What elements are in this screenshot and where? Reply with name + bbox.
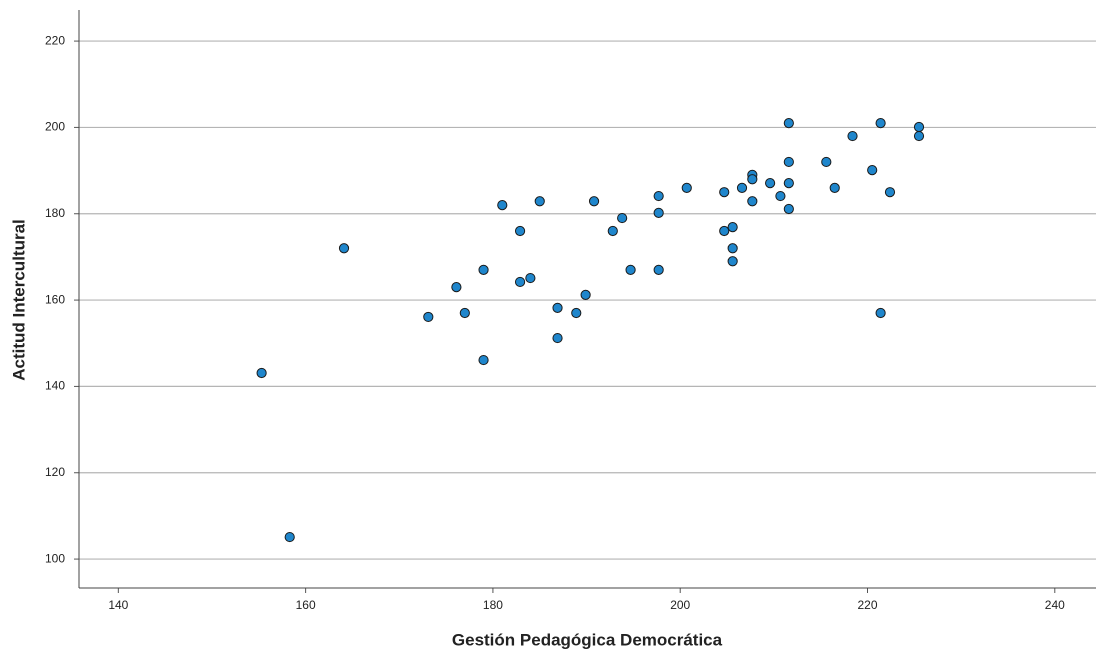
x-tick-label: 200: [670, 598, 690, 612]
point: [783, 203, 794, 215]
point: [256, 367, 267, 379]
point: [497, 200, 508, 211]
point: [775, 190, 786, 202]
point: [727, 222, 738, 233]
point: [588, 196, 600, 207]
y-axis-title: Actitud Intercultural: [9, 219, 28, 381]
point: [747, 196, 758, 207]
point: [884, 187, 896, 198]
y-tick-label: 100: [45, 551, 65, 565]
y-tick-label: 120: [45, 465, 65, 479]
point: [552, 332, 563, 344]
point: [783, 117, 794, 129]
y-tick-label: 160: [45, 292, 65, 306]
x-tick-label: 220: [857, 598, 877, 612]
y-tick-label: 200: [45, 120, 65, 134]
point: [625, 264, 636, 275]
point: [514, 225, 526, 237]
point: [423, 311, 434, 323]
point: [478, 264, 489, 275]
point: [821, 156, 832, 168]
point: [571, 307, 582, 319]
point: [607, 225, 618, 237]
point: [552, 302, 563, 313]
point: [478, 354, 489, 366]
point: [783, 177, 794, 189]
y-tick-label: 140: [45, 379, 65, 393]
point: [875, 307, 886, 319]
y-tick-label: 180: [45, 206, 65, 220]
point: [875, 117, 886, 129]
point: [653, 207, 664, 218]
x-tick-label: 140: [108, 598, 128, 612]
point: [783, 156, 794, 168]
x-tick-label: 180: [483, 598, 503, 612]
point: [727, 243, 738, 254]
point: [681, 182, 692, 193]
point: [653, 190, 664, 202]
point: [727, 256, 738, 267]
point: [736, 182, 748, 193]
point: [338, 243, 350, 254]
y-tick-label: 220: [45, 33, 65, 47]
point: [451, 282, 462, 293]
point: [719, 187, 730, 198]
point: [829, 182, 840, 193]
point: [617, 212, 628, 224]
point: [867, 165, 878, 176]
point: [765, 177, 776, 189]
point: [847, 130, 858, 142]
x-tick-label: 240: [1045, 598, 1065, 612]
point: [747, 174, 758, 185]
point: [284, 531, 295, 543]
point: [534, 196, 545, 207]
point: [459, 307, 470, 319]
point: [580, 289, 591, 300]
point: [653, 264, 664, 275]
point: [913, 130, 925, 142]
x-tick-label: 160: [296, 598, 316, 612]
point: [719, 225, 730, 237]
point: [913, 121, 925, 133]
point: [525, 272, 536, 284]
point: [514, 276, 526, 288]
x-axis-title: Gestión Pedagógica Democrática: [452, 630, 723, 649]
